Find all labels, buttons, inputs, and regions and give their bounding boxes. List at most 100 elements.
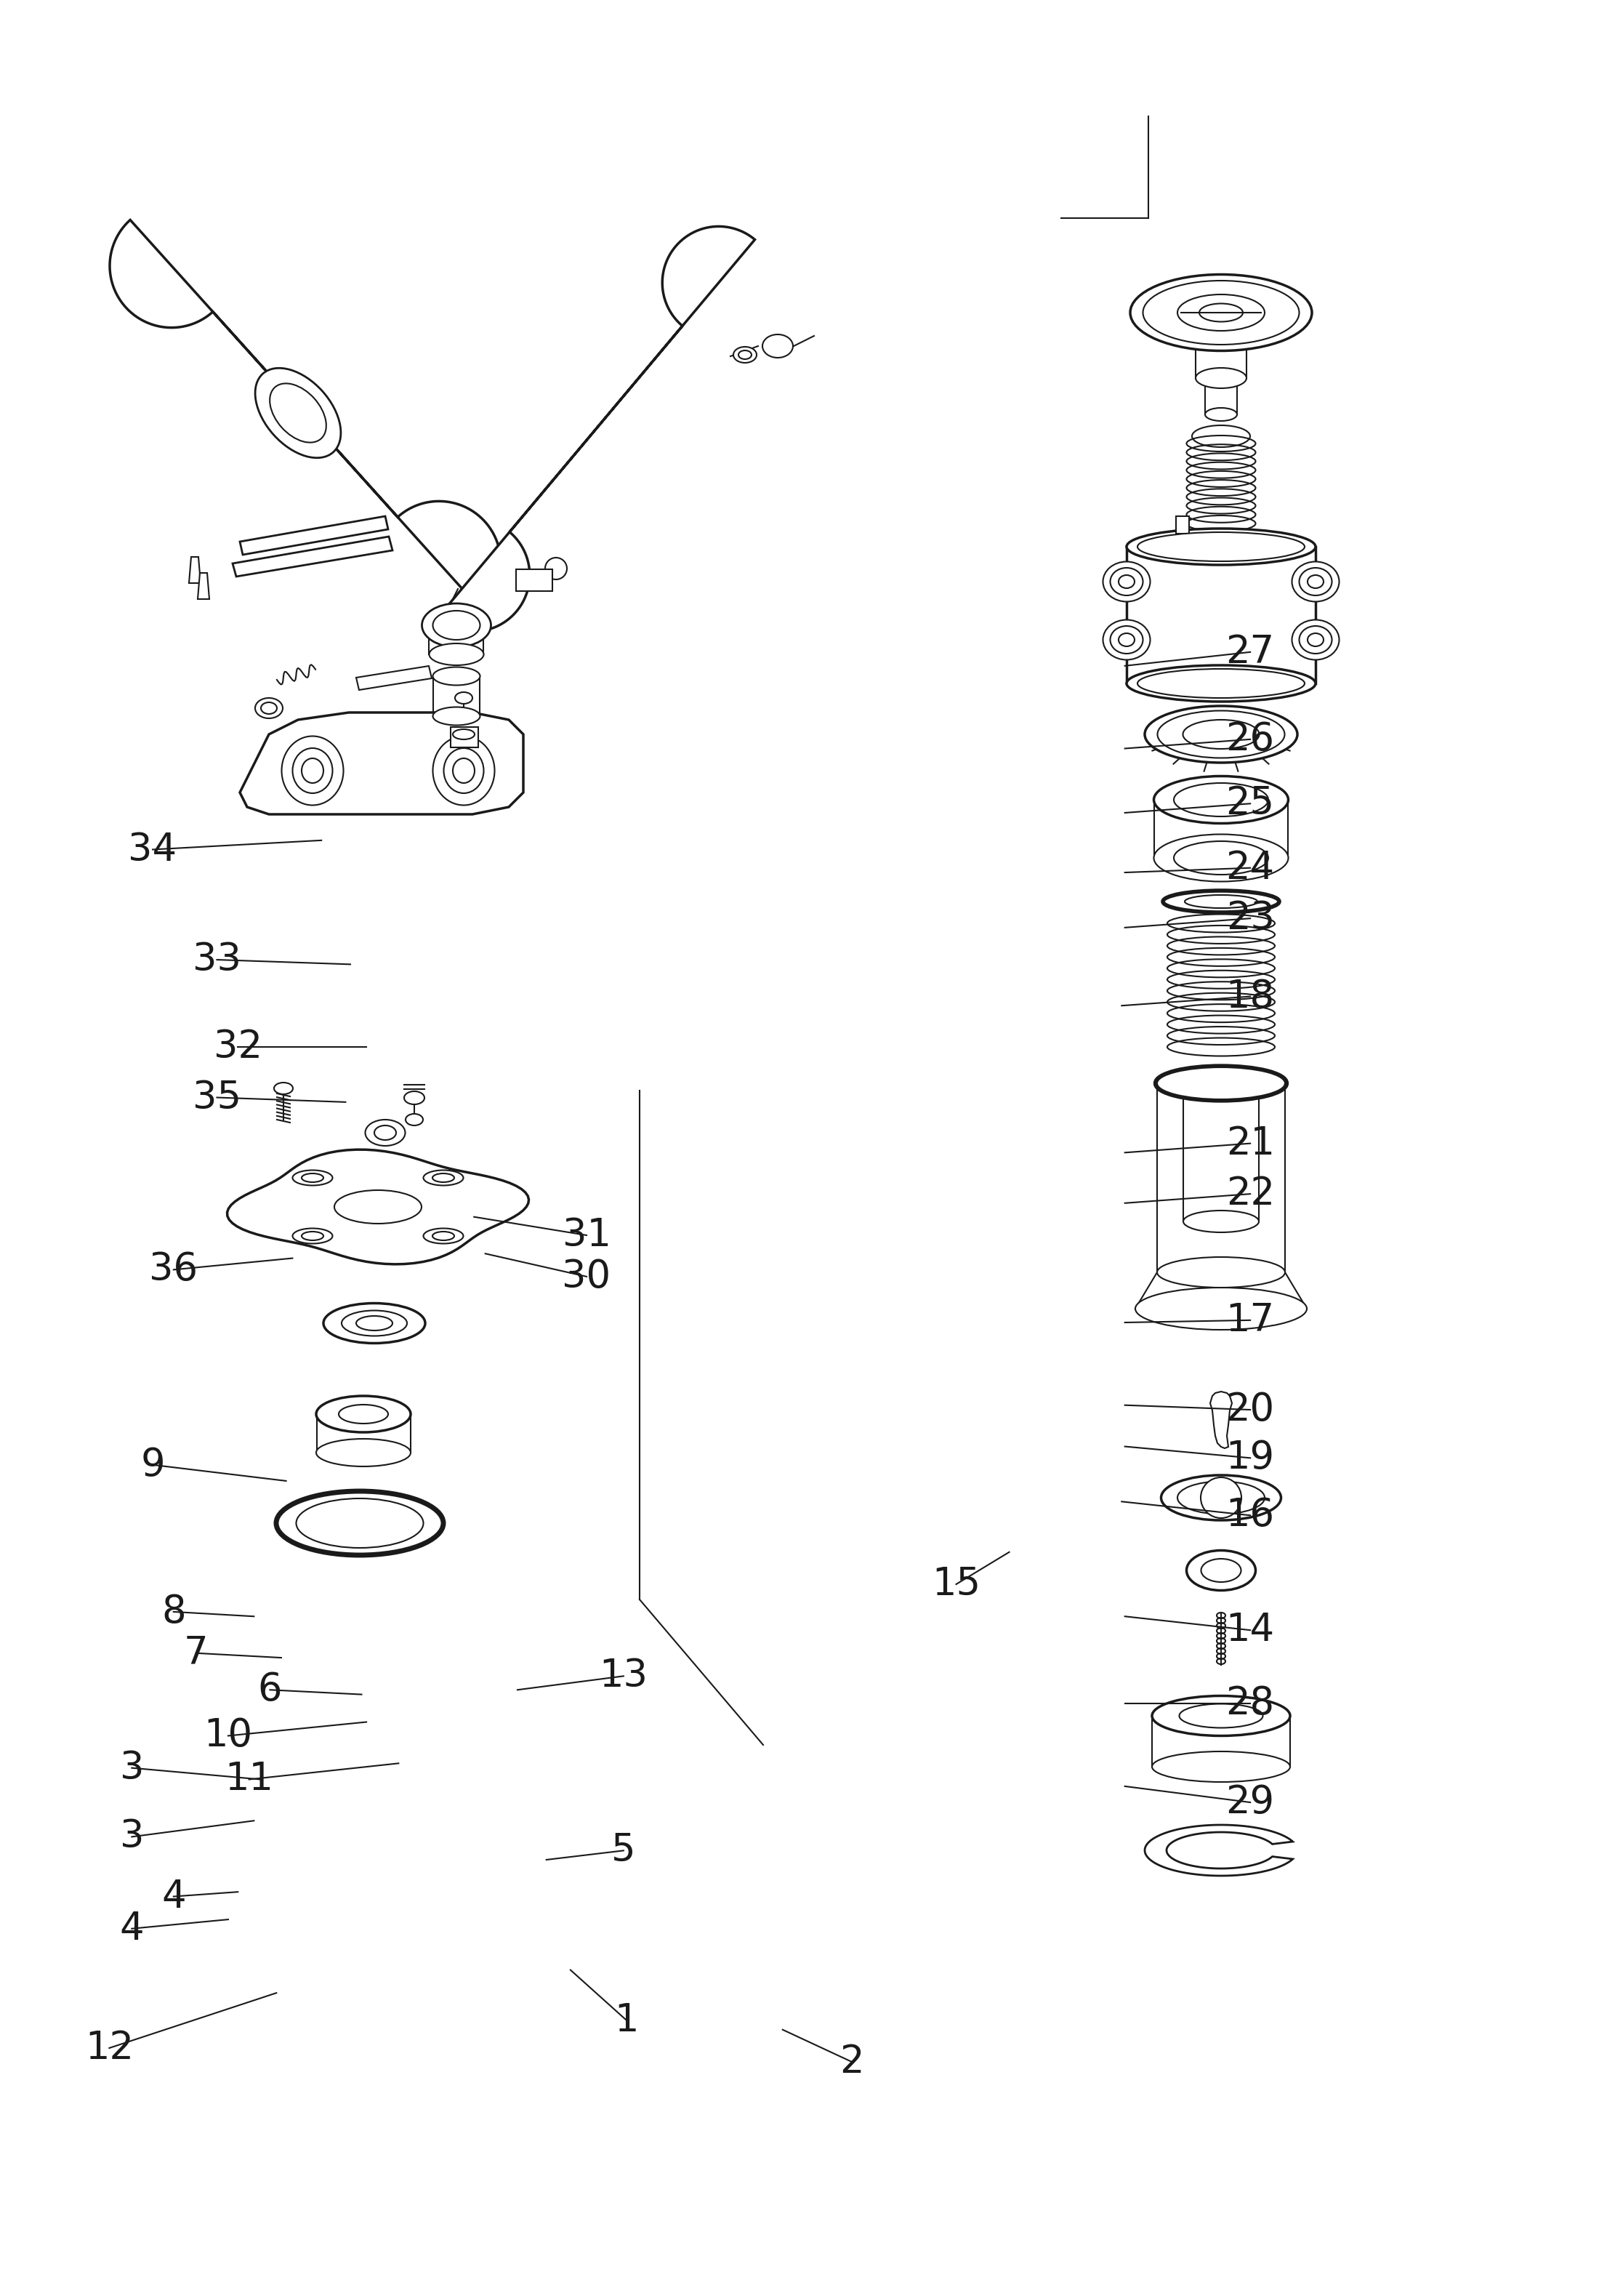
Text: 6: 6: [257, 1671, 283, 1708]
Ellipse shape: [1200, 1559, 1241, 1582]
Ellipse shape: [432, 1231, 455, 1240]
Text: 32: 32: [214, 1029, 262, 1065]
Polygon shape: [1144, 1825, 1292, 1876]
Text: 17: 17: [1226, 1302, 1274, 1339]
Ellipse shape: [317, 1440, 411, 1467]
Ellipse shape: [256, 367, 341, 457]
Polygon shape: [198, 574, 209, 599]
Circle shape: [545, 558, 567, 579]
Ellipse shape: [1308, 574, 1324, 588]
Text: 29: 29: [1226, 1784, 1274, 1821]
Text: 3: 3: [119, 1818, 145, 1855]
Ellipse shape: [1130, 276, 1311, 351]
Ellipse shape: [739, 351, 752, 358]
Ellipse shape: [733, 347, 757, 363]
Ellipse shape: [1138, 668, 1305, 698]
Ellipse shape: [1110, 627, 1143, 654]
Ellipse shape: [423, 1171, 463, 1185]
Polygon shape: [239, 712, 524, 815]
Ellipse shape: [444, 748, 484, 792]
Text: 25: 25: [1226, 785, 1274, 822]
Ellipse shape: [1143, 280, 1298, 344]
Ellipse shape: [1157, 1068, 1286, 1100]
Ellipse shape: [432, 668, 480, 684]
Polygon shape: [437, 227, 755, 631]
Text: 24: 24: [1226, 850, 1274, 886]
Polygon shape: [239, 517, 389, 556]
Text: 15: 15: [932, 1566, 980, 1603]
Ellipse shape: [302, 1173, 323, 1182]
Ellipse shape: [1154, 776, 1289, 824]
Ellipse shape: [432, 737, 495, 806]
Text: 1: 1: [614, 2002, 640, 2039]
Ellipse shape: [1183, 1210, 1258, 1233]
Ellipse shape: [432, 707, 480, 726]
Text: 36: 36: [149, 1251, 198, 1288]
Ellipse shape: [1199, 303, 1242, 321]
Ellipse shape: [342, 1311, 407, 1336]
Ellipse shape: [317, 1396, 411, 1433]
Polygon shape: [1210, 1391, 1233, 1449]
Ellipse shape: [453, 758, 474, 783]
Polygon shape: [233, 537, 392, 576]
Bar: [516, 569, 553, 590]
Ellipse shape: [302, 1231, 323, 1240]
Text: 21: 21: [1226, 1125, 1274, 1162]
Ellipse shape: [1178, 294, 1265, 331]
Polygon shape: [227, 1150, 529, 1265]
Ellipse shape: [1152, 1752, 1290, 1782]
Ellipse shape: [1144, 705, 1297, 762]
Ellipse shape: [256, 698, 283, 719]
Polygon shape: [357, 666, 432, 691]
Ellipse shape: [275, 1084, 292, 1095]
Ellipse shape: [403, 1091, 424, 1104]
Ellipse shape: [334, 1189, 421, 1224]
Ellipse shape: [453, 730, 474, 739]
Text: 35: 35: [193, 1079, 241, 1116]
Text: 27: 27: [1226, 634, 1274, 670]
Ellipse shape: [260, 703, 276, 714]
Ellipse shape: [357, 1316, 392, 1329]
Text: 10: 10: [204, 1717, 252, 1754]
Text: 5: 5: [611, 1832, 636, 1869]
Ellipse shape: [1152, 1697, 1290, 1736]
Ellipse shape: [1102, 620, 1151, 659]
Text: 14: 14: [1226, 1612, 1274, 1649]
Text: 28: 28: [1226, 1685, 1274, 1722]
Ellipse shape: [1180, 1704, 1263, 1729]
Ellipse shape: [1205, 409, 1237, 420]
Ellipse shape: [1308, 634, 1324, 647]
Text: 3: 3: [119, 1750, 145, 1786]
Ellipse shape: [1157, 712, 1284, 758]
Ellipse shape: [1292, 563, 1339, 602]
Text: 30: 30: [562, 1258, 611, 1295]
Text: 31: 31: [562, 1217, 611, 1254]
Text: 20: 20: [1226, 1391, 1274, 1428]
Ellipse shape: [292, 1171, 333, 1185]
Text: 8: 8: [161, 1593, 186, 1630]
Text: 34: 34: [129, 831, 177, 868]
Text: 2: 2: [839, 2043, 865, 2080]
Bar: [1176, 517, 1189, 533]
Ellipse shape: [302, 758, 323, 783]
Text: 22: 22: [1226, 1176, 1274, 1212]
Ellipse shape: [1138, 533, 1305, 560]
Text: 11: 11: [225, 1761, 273, 1798]
Ellipse shape: [1192, 425, 1250, 448]
Text: 4: 4: [161, 1878, 186, 1915]
Text: 16: 16: [1226, 1497, 1274, 1534]
Ellipse shape: [1157, 1256, 1286, 1288]
Ellipse shape: [1118, 634, 1135, 647]
Ellipse shape: [1173, 783, 1268, 817]
Ellipse shape: [1298, 627, 1332, 654]
Ellipse shape: [432, 611, 480, 641]
Ellipse shape: [292, 748, 333, 792]
Text: 12: 12: [85, 2030, 133, 2066]
Ellipse shape: [1178, 1481, 1265, 1513]
Ellipse shape: [1298, 567, 1332, 595]
Text: 26: 26: [1226, 721, 1274, 758]
Text: 9: 9: [140, 1446, 166, 1483]
Ellipse shape: [405, 1114, 423, 1125]
Polygon shape: [109, 220, 501, 608]
Ellipse shape: [762, 335, 792, 358]
